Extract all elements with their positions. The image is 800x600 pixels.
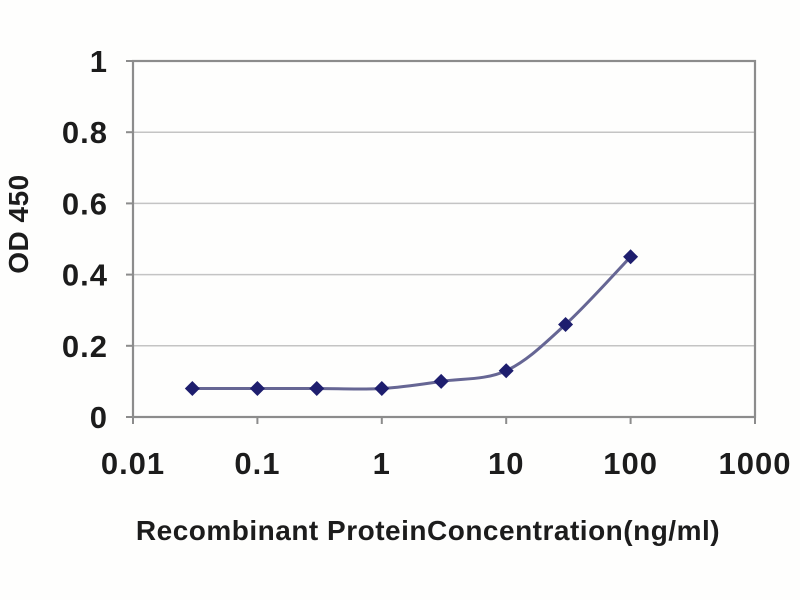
y-axis-title: OD 450: [3, 174, 34, 274]
data-points: [184, 249, 639, 397]
y-tick-label: 0.8: [62, 115, 108, 150]
y-tick-label: 1: [90, 44, 108, 79]
x-tick-label: 100: [603, 446, 658, 481]
data-point: [309, 381, 325, 397]
y-tick-label: 0: [90, 400, 108, 435]
data-point: [374, 381, 390, 397]
plot-border: [131, 59, 757, 419]
x-tick-label: 1000: [719, 446, 792, 481]
data-point: [623, 249, 639, 265]
x-tick-label: 0.1: [234, 446, 280, 481]
y-tick-label: 0.4: [62, 258, 108, 293]
y-tick-label: 0.6: [62, 186, 108, 221]
x-axis-tick-labels: 0.01 0.1 1 10 100 1000: [101, 446, 792, 481]
x-tick-label: 10: [488, 446, 524, 481]
y-tick-label: 0.2: [62, 329, 108, 364]
data-point: [184, 381, 200, 397]
gridlines: [133, 131, 755, 347]
axis-ticks: [126, 60, 756, 424]
x-tick-label: 1: [373, 446, 391, 481]
data-point: [249, 381, 265, 397]
y-axis-tick-labels: 0 0.2 0.4 0.6 0.8 1: [62, 44, 108, 435]
x-tick-label: 0.01: [101, 446, 165, 481]
data-point: [498, 363, 514, 379]
data-point: [433, 373, 449, 389]
data-point: [558, 316, 574, 332]
x-axis-title: Recombinant ProteinConcentration(ng/ml): [136, 515, 720, 546]
